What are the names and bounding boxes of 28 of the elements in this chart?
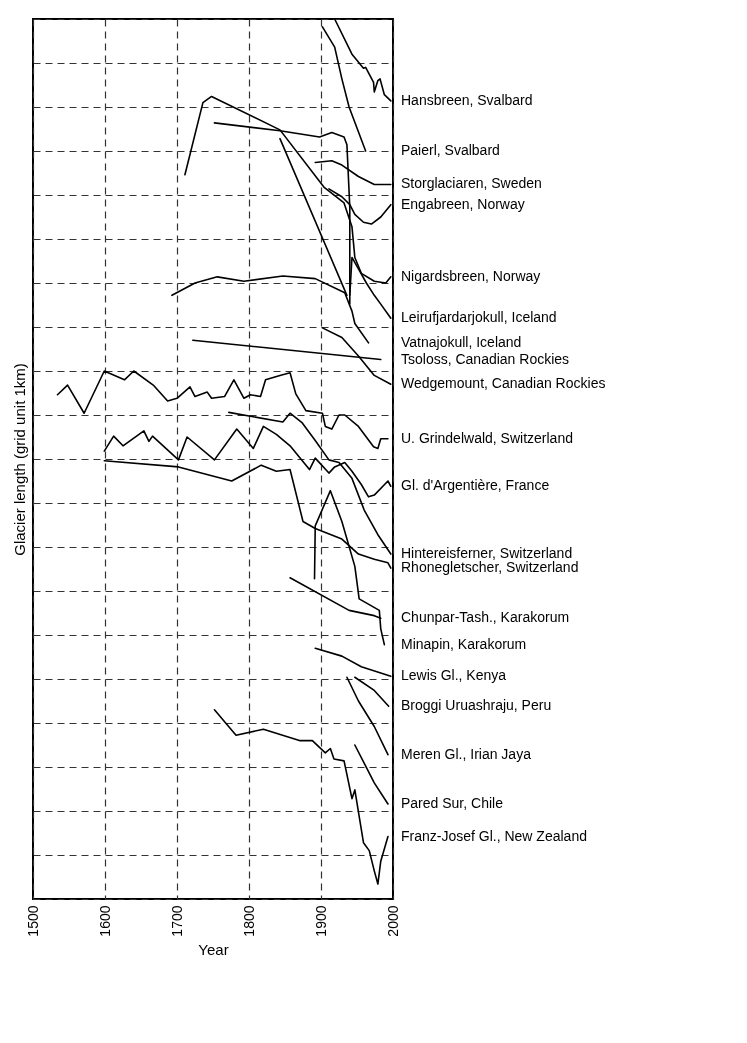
series-label: U. Grindelwald, Switzerland (401, 429, 573, 446)
series-label: Hintereisferner, Switzerland (401, 545, 573, 562)
series-label: Meren Gl., Irian Jaya (401, 745, 532, 762)
series-label: Hansbreen, Svalbard (401, 91, 533, 108)
series-label: Nigardsbreen, Norway (401, 267, 541, 284)
series-label: Leirufjardarjokull, Iceland (401, 309, 557, 326)
text: Vatnajokull, Iceland (401, 333, 522, 350)
series-label: Franz-Josef Gl., New Zealand (401, 827, 587, 844)
series-label: Lewis Gl., Kenya (401, 667, 507, 684)
series-label: Pared Sur, Chile (401, 794, 504, 811)
x-tick-label: 1900 (312, 905, 329, 937)
series-label: Gl. d'Argentière, France (401, 477, 550, 494)
y-axis-title: Glacier length (grid unit 1km) (10, 363, 28, 556)
x-tick-label: 1700 (168, 905, 185, 937)
series-label: Storglaciaren, Sweden (401, 175, 542, 192)
x-tick-label: 1500 (24, 905, 41, 937)
series-label: Rhonegletscher, Switzerland (401, 559, 579, 576)
x-tick-label: 2000 (384, 905, 401, 937)
series-label: Wedgemount, Canadian Rockies (401, 375, 606, 392)
text: Paierl, Svalbard (401, 142, 500, 158)
x-tick-label: 1600 (96, 905, 113, 937)
x-tick-label: 1800 (240, 905, 257, 937)
series-label: Minapin, Karakorum (401, 635, 527, 652)
series-label: Engabreen, Norway (401, 195, 525, 212)
series-label: Broggi Uruashraju, Peru (401, 697, 552, 714)
series-label: Tsoloss, Canadian Rockies (401, 350, 570, 367)
series-label: Chunpar-Tash., Karakorum (401, 609, 570, 626)
x-axis-title: Year (198, 940, 229, 958)
